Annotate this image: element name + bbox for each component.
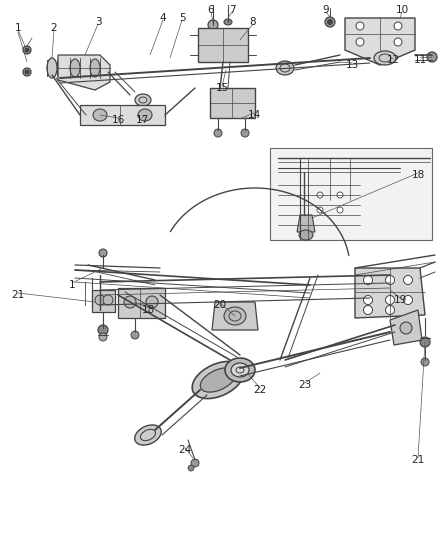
Circle shape — [188, 465, 194, 471]
Circle shape — [241, 129, 249, 137]
Text: 22: 22 — [253, 385, 267, 395]
Circle shape — [124, 296, 136, 308]
Text: 23: 23 — [298, 380, 311, 390]
Polygon shape — [80, 105, 165, 125]
Text: 5: 5 — [179, 13, 185, 23]
Circle shape — [385, 276, 395, 285]
Circle shape — [25, 48, 29, 52]
Circle shape — [385, 295, 395, 304]
Circle shape — [337, 207, 343, 213]
Circle shape — [394, 38, 402, 46]
Ellipse shape — [47, 58, 57, 78]
Text: 11: 11 — [413, 55, 427, 65]
Polygon shape — [58, 55, 110, 90]
Text: 10: 10 — [396, 5, 409, 15]
Text: 1: 1 — [69, 280, 75, 290]
Ellipse shape — [70, 59, 80, 77]
Circle shape — [98, 325, 108, 335]
Circle shape — [99, 249, 107, 257]
Circle shape — [328, 20, 332, 25]
Ellipse shape — [224, 307, 246, 325]
Text: 6: 6 — [208, 5, 214, 15]
Ellipse shape — [225, 358, 255, 382]
Polygon shape — [270, 148, 432, 240]
Circle shape — [317, 192, 323, 198]
Ellipse shape — [192, 361, 244, 399]
Circle shape — [421, 358, 429, 366]
Circle shape — [364, 305, 372, 314]
Text: 4: 4 — [160, 13, 166, 23]
Circle shape — [364, 295, 372, 304]
Circle shape — [191, 459, 199, 467]
Polygon shape — [212, 302, 258, 330]
Polygon shape — [210, 88, 255, 118]
Polygon shape — [92, 290, 115, 312]
Text: 8: 8 — [250, 17, 256, 27]
Circle shape — [403, 276, 413, 285]
Text: 20: 20 — [213, 300, 226, 310]
Ellipse shape — [224, 19, 232, 25]
Ellipse shape — [231, 363, 249, 377]
Circle shape — [99, 333, 107, 341]
Circle shape — [103, 295, 113, 305]
Ellipse shape — [276, 61, 294, 75]
Ellipse shape — [374, 51, 396, 65]
Text: 18: 18 — [411, 170, 424, 180]
Circle shape — [356, 38, 364, 46]
Text: 9: 9 — [323, 5, 329, 15]
Ellipse shape — [135, 94, 151, 106]
Circle shape — [25, 70, 29, 74]
Ellipse shape — [135, 425, 161, 445]
Text: 24: 24 — [178, 445, 192, 455]
Text: 14: 14 — [247, 110, 261, 120]
Polygon shape — [118, 288, 165, 318]
Polygon shape — [390, 310, 422, 345]
Circle shape — [317, 207, 323, 213]
Polygon shape — [355, 268, 425, 318]
Circle shape — [146, 296, 158, 308]
Circle shape — [208, 20, 218, 30]
Ellipse shape — [93, 109, 107, 121]
Circle shape — [214, 129, 222, 137]
Text: 19: 19 — [393, 295, 406, 305]
Circle shape — [420, 337, 430, 347]
Text: 3: 3 — [95, 17, 101, 27]
Text: 15: 15 — [215, 83, 229, 93]
Ellipse shape — [90, 59, 100, 77]
Circle shape — [95, 295, 105, 305]
Circle shape — [427, 52, 437, 62]
Circle shape — [337, 192, 343, 198]
Circle shape — [400, 322, 412, 334]
Text: 2: 2 — [51, 23, 57, 33]
Circle shape — [23, 46, 31, 54]
Text: 21: 21 — [11, 290, 25, 300]
Polygon shape — [345, 18, 415, 65]
Text: 17: 17 — [135, 115, 148, 125]
Text: 7: 7 — [229, 5, 235, 15]
Circle shape — [356, 22, 364, 30]
Text: 1: 1 — [15, 23, 21, 33]
Text: 18: 18 — [141, 305, 155, 315]
Text: 21: 21 — [411, 455, 424, 465]
Circle shape — [385, 305, 395, 314]
Circle shape — [364, 276, 372, 285]
Ellipse shape — [138, 109, 152, 121]
Circle shape — [394, 22, 402, 30]
Circle shape — [325, 17, 335, 27]
Polygon shape — [198, 28, 248, 62]
Circle shape — [131, 331, 139, 339]
Polygon shape — [297, 215, 315, 232]
Text: 12: 12 — [386, 55, 399, 65]
Circle shape — [403, 295, 413, 304]
Circle shape — [23, 68, 31, 76]
Text: 16: 16 — [111, 115, 125, 125]
Ellipse shape — [200, 368, 236, 392]
Ellipse shape — [299, 230, 313, 240]
Text: 13: 13 — [346, 60, 359, 70]
